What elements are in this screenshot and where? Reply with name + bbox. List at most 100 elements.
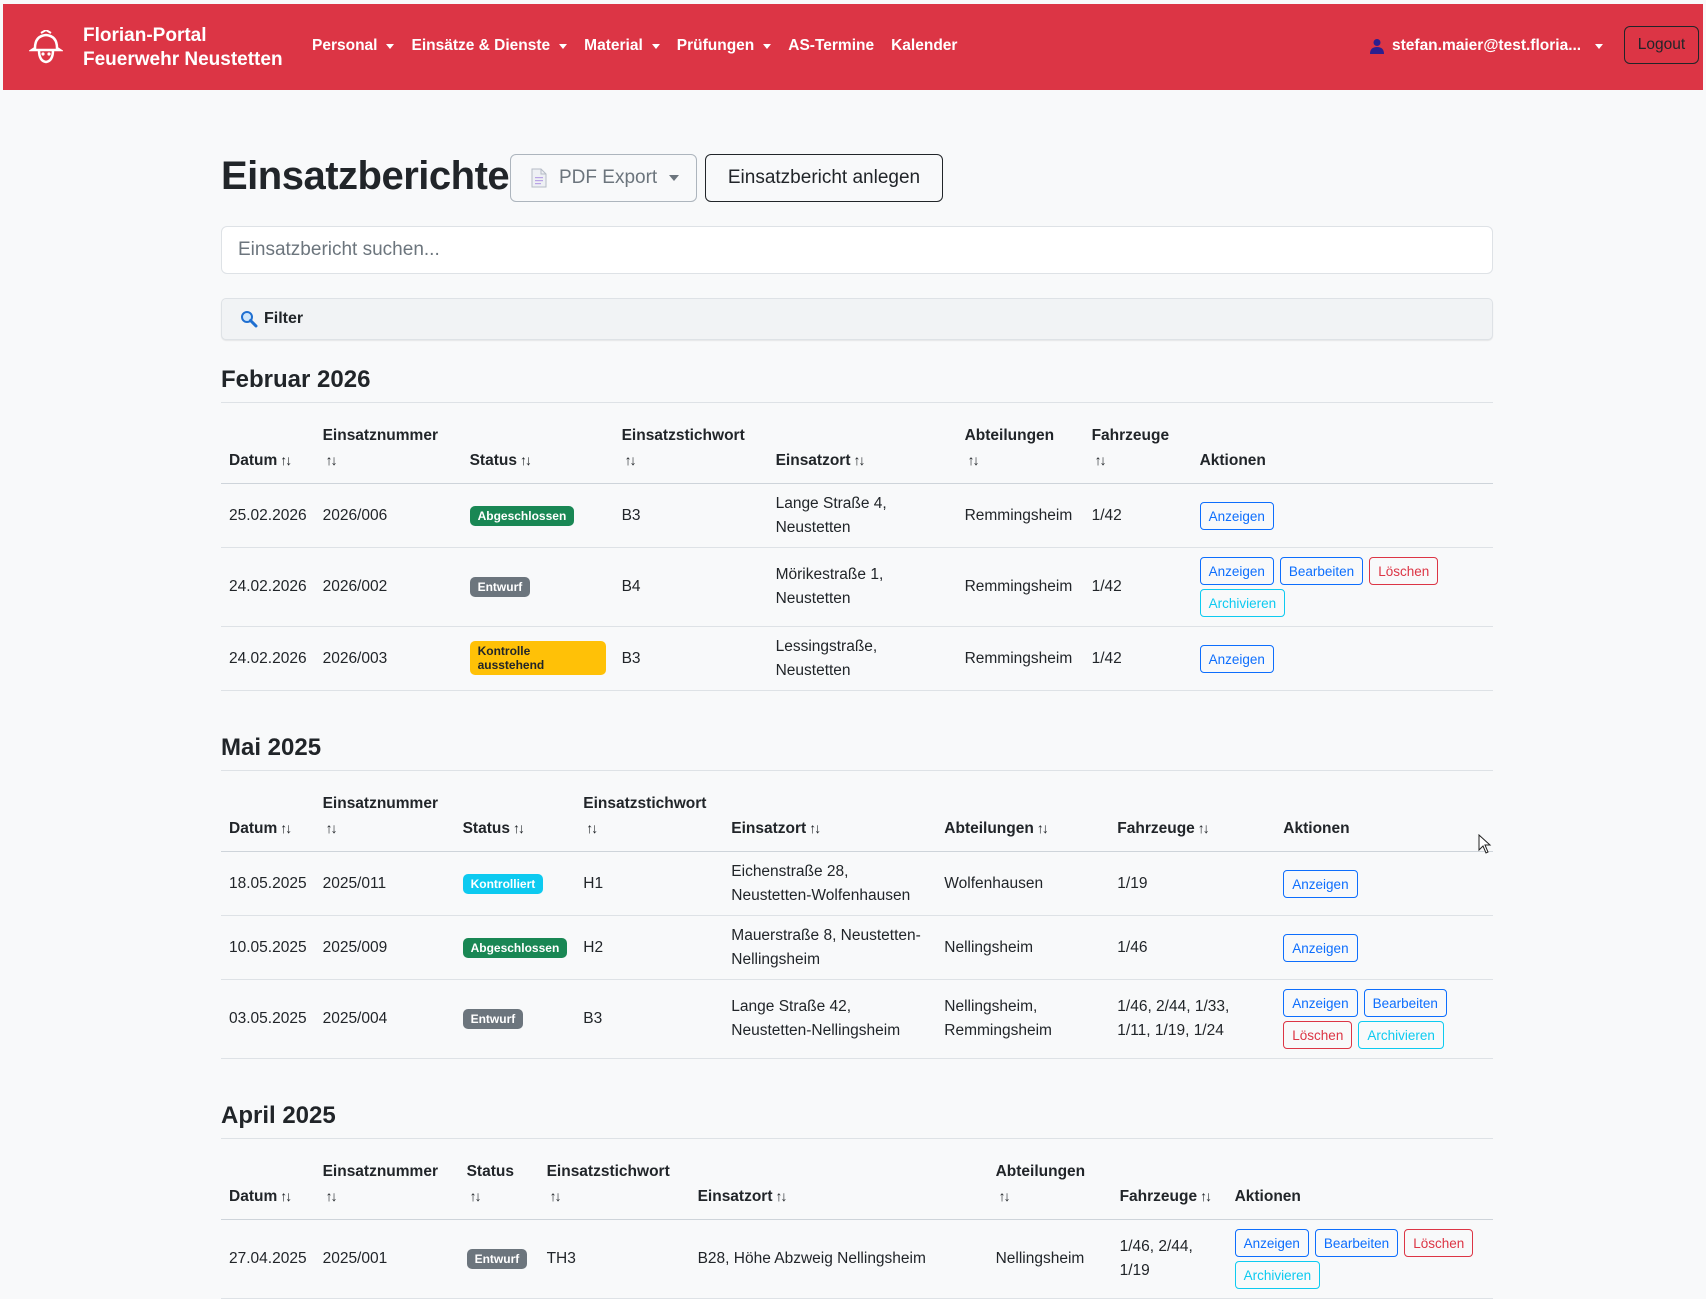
col-fahrzeuge[interactable]: Fahrzeuge ↑↓ xyxy=(1083,424,1192,484)
filter-toggle[interactable]: Filter xyxy=(221,298,1493,340)
show-button[interactable]: Anzeigen xyxy=(1199,644,1274,673)
col-abteilungen[interactable]: Abteilungen ↑↓ xyxy=(936,792,1110,852)
reports-table: Datum ↑↓ Einsatznummer ↑↓ Status ↑↓ Einsatz… xyxy=(221,792,1493,1059)
user-menu[interactable]: stefan.maier@test.floria... xyxy=(1370,37,1604,55)
table-row: 10.05.2025 2025/009 Abgeschlossen H2 Mau… xyxy=(221,915,1493,980)
col-status[interactable]: Status ↑↓ xyxy=(458,1160,539,1220)
col-stichwort[interactable]: Einsatzstichwort ↑↓ xyxy=(575,792,724,852)
col-ort[interactable]: Einsatzort ↑↓ xyxy=(689,1160,988,1220)
month-divider xyxy=(221,402,1493,403)
delete-button[interactable]: Löschen xyxy=(1283,1021,1353,1049)
col-datum[interactable]: Datum ↑↓ xyxy=(221,1160,315,1220)
show-button[interactable]: Anzeigen xyxy=(1234,1229,1309,1257)
sort-icon: ↑↓ xyxy=(624,452,637,468)
nav-einsaetze-label: Einsätze & Dienste xyxy=(411,37,551,54)
col-status[interactable]: Status ↑↓ xyxy=(454,792,576,852)
archive-button[interactable]: Archivieren xyxy=(1199,589,1286,617)
nav-as-termine[interactable]: AS-Termine xyxy=(788,37,874,55)
cell-datum: 24.02.2026 xyxy=(221,626,315,691)
nav-material[interactable]: Material xyxy=(584,37,660,55)
status-badge: Abgeschlossen xyxy=(462,937,568,958)
cell-aktionen: Anzeigen xyxy=(1275,915,1493,980)
firefighter-helmet-logo-icon[interactable] xyxy=(29,30,63,66)
col-nummer[interactable]: Einsatznummer ↑↓ xyxy=(314,1160,459,1220)
edit-button[interactable]: Bearbeiten xyxy=(1363,989,1447,1017)
chevron-down-icon xyxy=(559,43,568,49)
cell-abteilungen: Wolfenhausen xyxy=(936,851,1110,916)
col-stichwort[interactable]: Einsatzstichwort ↑↓ xyxy=(613,424,768,484)
show-button[interactable]: Anzeigen xyxy=(1199,501,1274,530)
show-button[interactable]: Anzeigen xyxy=(1199,557,1274,585)
col-fahrzeuge[interactable]: Fahrzeuge ↑↓ xyxy=(1111,1160,1227,1220)
col-datum[interactable]: Datum ↑↓ xyxy=(221,424,315,484)
chevron-down-icon xyxy=(669,175,680,181)
chevron-down-icon xyxy=(386,43,395,49)
pdf-export-button[interactable]: PDF Export xyxy=(510,154,697,202)
cell-status: Entwurf xyxy=(454,979,576,1059)
pdf-export-label: PDF Export xyxy=(559,167,658,188)
edit-button[interactable]: Bearbeiten xyxy=(1314,1229,1399,1257)
table-row: 03.05.2025 2025/004 Entwurf B3 Lange Str… xyxy=(221,979,1493,1059)
col-ort-label: Einsatzort xyxy=(775,452,851,469)
cell-fahrzeuge: 1/46, 2/44, 1/33, 1/11, 1/19, 1/24 xyxy=(1109,979,1276,1059)
cell-abteilungen: Nellingsheim, Remmingsheim xyxy=(936,979,1110,1059)
sort-icon: ↑↓ xyxy=(512,820,525,836)
navbar: Florian-Portal Feuerwehr Neustetten Pers… xyxy=(3,4,1703,90)
archive-button[interactable]: Archivieren xyxy=(1234,1261,1321,1289)
col-fahrzeuge[interactable]: Fahrzeuge ↑↓ xyxy=(1109,792,1276,852)
nav-kalender-label: Kalender xyxy=(891,37,958,54)
cell-datum: 24.02.2026 xyxy=(221,547,315,627)
search-input[interactable] xyxy=(221,226,1493,274)
cell-ort: Mörikestraße 1, Neustetten xyxy=(767,547,957,627)
month-divider xyxy=(221,1138,1493,1139)
col-stichwort[interactable]: Einsatzstichwort ↑↓ xyxy=(538,1160,690,1220)
col-ort[interactable]: Einsatzort ↑↓ xyxy=(723,792,937,852)
col-abteilungen[interactable]: Abteilungen ↑↓ xyxy=(956,424,1084,484)
delete-button[interactable]: Löschen xyxy=(1369,557,1439,585)
col-nummer-label: Einsatznummer xyxy=(322,795,438,812)
col-status[interactable]: Status ↑↓ xyxy=(461,424,614,484)
cell-stichwort: B4 xyxy=(613,547,768,627)
col-abteilungen[interactable]: Abteilungen ↑↓ xyxy=(987,1160,1112,1220)
table-row: 18.05.2025 2025/011 Kontrolliert H1 Eich… xyxy=(221,851,1493,916)
col-abteilungen-label: Abteilungen xyxy=(964,427,1055,444)
status-badge: Entwurf xyxy=(462,1009,524,1029)
sort-icon: ↑↓ xyxy=(325,452,338,468)
show-button[interactable]: Anzeigen xyxy=(1283,989,1358,1017)
nav-einsaetze-dienste[interactable]: Einsätze & Dienste xyxy=(411,37,568,55)
table-header-row: Datum ↑↓ Einsatznummer ↑↓ Status ↑↓ Einsatz… xyxy=(221,424,1493,484)
logout-button[interactable]: Logout xyxy=(1624,26,1699,64)
brand-title[interactable]: Florian-Portal Feuerwehr Neustetten xyxy=(83,24,283,72)
ort-line-2: Nellingsheim xyxy=(731,950,821,968)
reports-table: Datum ↑↓ Einsatznummer ↑↓ Status ↑↓ Einsatz… xyxy=(221,1160,1493,1299)
sort-icon: ↑↓ xyxy=(519,452,532,468)
filter-label: Filter xyxy=(264,310,304,327)
col-fahrzeuge-label: Fahrzeuge xyxy=(1091,427,1170,444)
delete-button[interactable]: Löschen xyxy=(1404,1229,1474,1257)
document-icon xyxy=(531,168,547,188)
nav-personal[interactable]: Personal xyxy=(312,37,395,55)
nav-kalender[interactable]: Kalender xyxy=(891,37,957,55)
sort-icon: ↑↓ xyxy=(809,820,821,836)
col-ort[interactable]: Einsatzort ↑↓ xyxy=(767,424,957,484)
nav-pruefungen[interactable]: Prüfungen xyxy=(677,37,772,55)
show-button[interactable]: Anzeigen xyxy=(1283,869,1358,898)
user-email: stefan.maier@test.floria... xyxy=(1392,37,1582,54)
status-badge: Entwurf xyxy=(469,577,531,597)
archive-button[interactable]: Archivieren xyxy=(1358,1021,1444,1049)
cell-status: Kontrolle ausstehend xyxy=(461,626,614,691)
ort-line-1: Mauerstraße 8, Neustetten- xyxy=(731,926,921,944)
cell-ort: B28, Höhe Abzweig Nellingsheim xyxy=(689,1219,988,1299)
edit-button[interactable]: Bearbeiten xyxy=(1279,557,1364,585)
show-button[interactable]: Anzeigen xyxy=(1283,933,1358,962)
month-heading: April 2025 xyxy=(221,1102,336,1129)
col-datum[interactable]: Datum ↑↓ xyxy=(221,792,315,852)
new-report-button[interactable]: Einsatzbericht anlegen xyxy=(705,154,943,202)
cell-status: Entwurf xyxy=(458,1219,539,1299)
col-nummer[interactable]: Einsatznummer ↑↓ xyxy=(314,792,455,852)
cell-abteilungen: Remmingsheim xyxy=(956,547,1084,627)
col-nummer[interactable]: Einsatznummer ↑↓ xyxy=(314,424,462,484)
col-datum-label: Datum xyxy=(229,452,278,469)
fahrzeuge-line-2: 1/11, 1/19, 1/24 xyxy=(1117,1022,1224,1039)
chevron-down-icon xyxy=(763,43,772,49)
